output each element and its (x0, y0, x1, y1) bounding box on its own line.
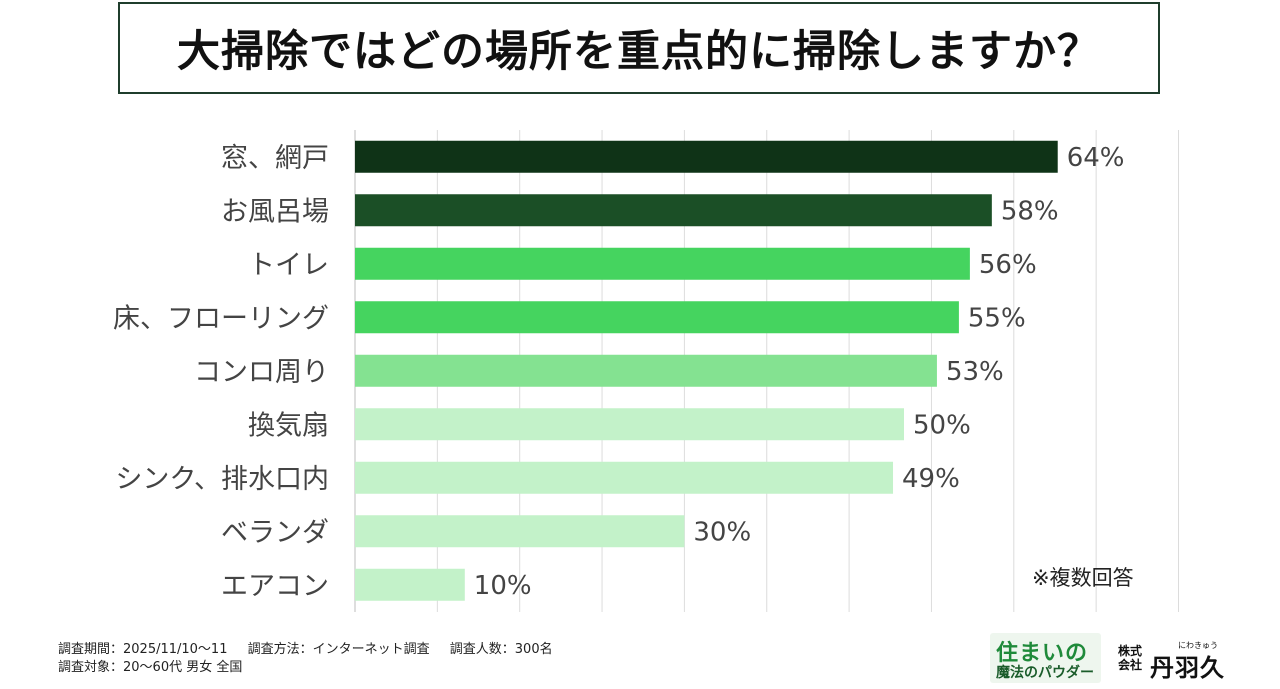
bar (355, 461, 894, 494)
company-logo: 株式会社 にわきゅう 丹羽久 (1118, 640, 1228, 682)
category-label: 窓、網戸 (221, 143, 329, 174)
powder-logo: 住まいの 魔法のパウダー (990, 633, 1101, 683)
bar (355, 568, 465, 601)
title-box: 大掃除ではどの場所を重点的に掃除しますか？ (118, 2, 1160, 94)
powder-logo-line2: 魔法のパウダー (996, 665, 1094, 681)
bar (355, 140, 1058, 173)
category-label: トイレ (248, 250, 329, 281)
company-type: 株式会社 (1118, 644, 1143, 672)
category-label: 換気扇 (248, 410, 329, 441)
category-label: ベランダ (221, 517, 329, 548)
category-label: シンク、排水口内 (115, 464, 329, 495)
category-label: コンロ周り (194, 357, 329, 388)
bar (355, 515, 685, 548)
bar-chart: 窓、網戸 64% お風呂場 58% トイレ 56% 床、フローリング 55% コンロ周り 53% 換… (113, 130, 1179, 612)
value-label: 56% (979, 250, 1037, 280)
bar (355, 408, 904, 441)
bar (355, 301, 959, 334)
category-label: 床、フローリング (113, 303, 329, 334)
survey-respondents: 調査人数：300名 (449, 642, 553, 657)
company-name: 丹羽久 (1150, 654, 1225, 682)
category-label: お風呂場 (221, 196, 329, 227)
value-label: 53% (946, 357, 1004, 387)
value-label: 64% (1067, 143, 1125, 173)
value-label: 10% (474, 571, 532, 601)
survey-footer: 調査期間：2025/11/10〜11 調査方法：インターネット調査 調査人数：3… (58, 641, 553, 677)
survey-target: 調査対象：20〜60代 男女 全国 (58, 660, 243, 675)
chart-title: 大掃除ではどの場所を重点的に掃除しますか？ (177, 27, 1101, 77)
bar (355, 247, 970, 280)
survey-method: 調査方法：インターネット調査 (247, 642, 430, 657)
value-label: 30% (693, 517, 751, 547)
value-label: 58% (1001, 196, 1059, 226)
company-ruby: にわきゅう (1178, 641, 1218, 650)
multiple-answer-note: ※複数回答 (1032, 566, 1134, 590)
category-label: エアコン (221, 571, 329, 602)
value-label: 49% (902, 464, 960, 494)
bar (355, 194, 992, 227)
survey-period: 調査期間：2025/11/10〜11 (58, 642, 228, 657)
powder-logo-line1: 住まいの (996, 641, 1089, 666)
bar (355, 354, 937, 387)
value-label: 50% (913, 410, 971, 440)
value-label: 55% (968, 303, 1026, 333)
